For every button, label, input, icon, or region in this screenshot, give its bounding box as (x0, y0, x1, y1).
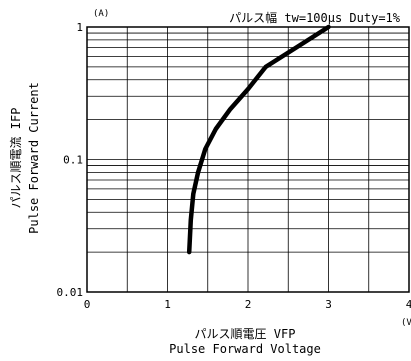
x-unit-label: (V) (401, 318, 411, 328)
series-line-0 (186, 24, 331, 255)
y-tick-label: 0.1 (63, 154, 83, 167)
chart-title: パルス幅 tw=100μs Duty=1% (229, 10, 401, 25)
x-tick-label: 3 (325, 298, 332, 311)
y-tick-label: 1 (76, 21, 83, 34)
y-axis-label-jp: パルス順電流 IFP (9, 108, 23, 209)
x-axis-label-jp: パルス順電圧 VFP (195, 327, 296, 341)
plot-frame (86, 26, 410, 293)
x-tick-labels: 0 1 2 3 4 (84, 298, 411, 311)
x-tick-label: 1 (164, 298, 171, 311)
x-axis-label-en: Pulse Forward Voltage (169, 342, 321, 356)
y-unit-label: (A) (93, 9, 109, 19)
x-tick-label: 4 (406, 298, 411, 311)
grid (87, 27, 409, 292)
y-axis-label-en: Pulse Forward Current (27, 82, 41, 234)
x-tick-label: 2 (245, 298, 252, 311)
x-tick-label: 0 (84, 298, 91, 311)
y-tick-label: 0.01 (57, 286, 84, 299)
y-tick-labels: 0.01 0.1 1 (57, 21, 84, 299)
